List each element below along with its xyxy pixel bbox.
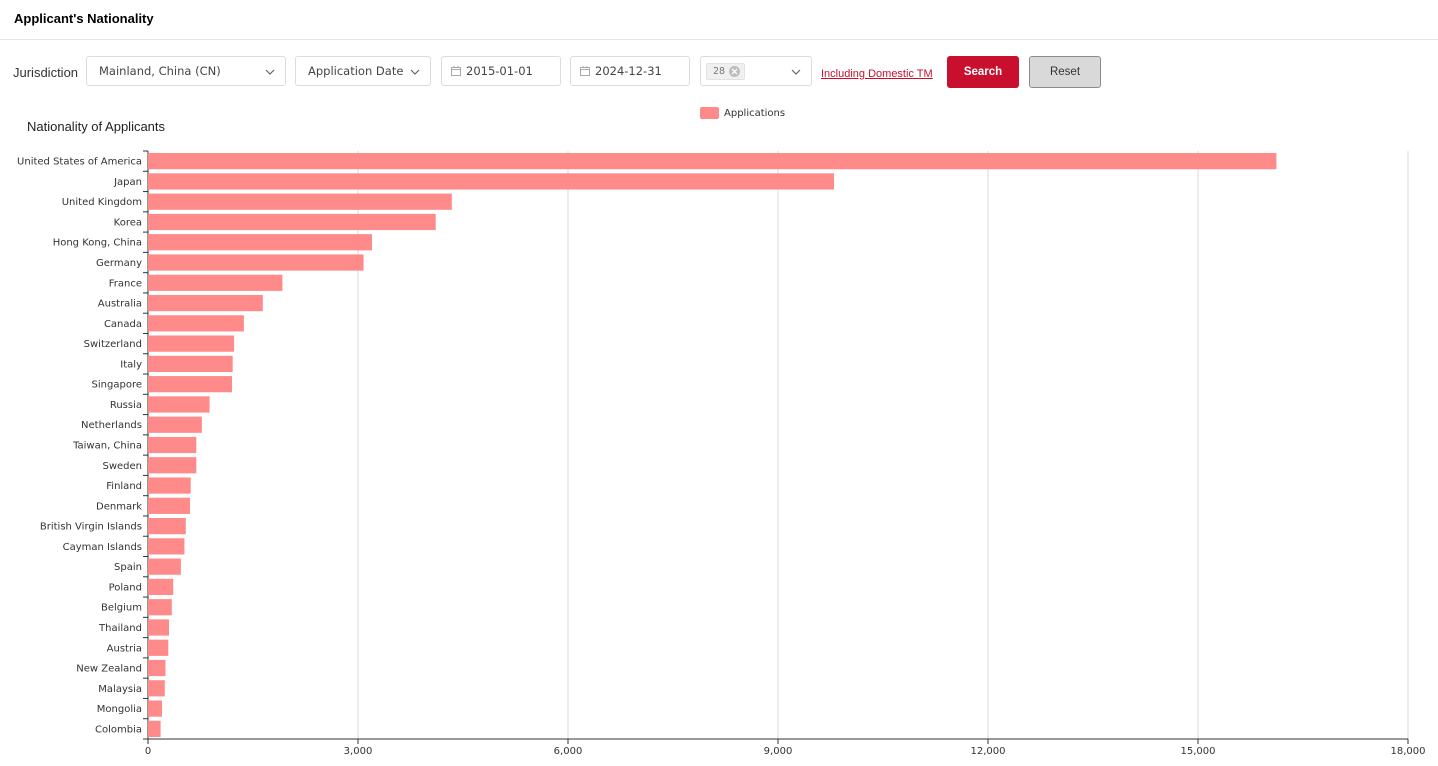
category-label: United States of America xyxy=(17,157,142,168)
bar xyxy=(148,619,169,636)
count-tag[interactable]: 28 xyxy=(706,62,746,80)
bar xyxy=(148,497,190,514)
category-label: Spain xyxy=(114,562,142,573)
search-button[interactable]: Search xyxy=(947,56,1019,88)
bar xyxy=(148,599,172,616)
date-type-select[interactable]: Application Date xyxy=(295,56,431,86)
count-select[interactable]: 28 xyxy=(700,56,812,86)
bar xyxy=(148,234,372,251)
category-label: Colombia xyxy=(95,724,142,735)
bar xyxy=(148,153,1277,170)
category-label: Mongolia xyxy=(97,704,142,715)
date-type-value: Application Date xyxy=(308,64,404,78)
chevron-down-icon xyxy=(791,69,801,75)
calendar-icon xyxy=(451,66,461,76)
category-label: France xyxy=(109,278,142,289)
category-label: Belgium xyxy=(101,603,142,614)
start-date-input[interactable]: 2015-01-01 xyxy=(441,56,561,86)
bar xyxy=(148,639,169,656)
x-tick-label: 18,000 xyxy=(1391,746,1426,757)
category-label: United Kingdom xyxy=(62,197,142,208)
bar xyxy=(148,720,161,737)
category-label: Finland xyxy=(106,481,142,492)
jurisdiction-value: Mainland, China (CN) xyxy=(99,64,221,78)
bar xyxy=(148,335,235,352)
category-label: Sweden xyxy=(102,461,142,472)
bar xyxy=(148,477,191,494)
including-domestic-link[interactable]: Including Domestic TM xyxy=(821,68,933,80)
bar xyxy=(148,355,233,373)
title-divider xyxy=(0,39,1438,40)
category-label: Switzerland xyxy=(84,339,142,350)
category-label: Australia xyxy=(98,299,142,310)
bar xyxy=(148,578,174,596)
page-title: Applicant's Nationality xyxy=(14,11,154,26)
start-date-value: 2015-01-01 xyxy=(466,64,533,78)
bar xyxy=(148,213,436,231)
category-label: Japan xyxy=(113,177,142,188)
jurisdiction-label: Jurisdiction xyxy=(13,65,79,80)
category-label: Poland xyxy=(109,582,142,593)
bar xyxy=(148,517,186,535)
x-tick-label: 12,000 xyxy=(971,746,1006,757)
bar xyxy=(148,700,162,717)
category-label: British Virgin Islands xyxy=(40,522,142,533)
category-label: Netherlands xyxy=(81,420,142,431)
category-label: Taiwan, China xyxy=(72,441,142,452)
category-label: Hong Kong, China xyxy=(53,238,142,249)
category-label: Singapore xyxy=(92,380,142,391)
bar xyxy=(148,274,283,291)
category-label: Cayman Islands xyxy=(63,542,142,553)
bar xyxy=(148,436,197,454)
category-label: New Zealand xyxy=(76,664,142,675)
chart-title: Nationality of Applicants xyxy=(27,119,166,134)
x-tick-label: 9,000 xyxy=(764,746,793,757)
category-label: Austria xyxy=(107,643,142,654)
close-icon[interactable] xyxy=(729,65,741,77)
bar xyxy=(148,457,197,474)
bar xyxy=(148,193,452,210)
end-date-input[interactable]: 2024-12-31 xyxy=(570,56,690,86)
legend-label: Applications xyxy=(724,108,785,119)
bar xyxy=(148,659,166,677)
category-label: Thailand xyxy=(98,623,142,634)
bar xyxy=(148,173,834,190)
legend-swatch xyxy=(700,107,719,119)
bar xyxy=(148,680,165,697)
category-label: Canada xyxy=(104,319,142,330)
category-label: Denmark xyxy=(96,501,142,512)
x-tick-label: 3,000 xyxy=(344,746,373,757)
bar xyxy=(148,376,232,393)
bar xyxy=(148,254,364,271)
bar xyxy=(148,294,263,312)
x-tick-label: 0 xyxy=(145,746,151,757)
count-tag-label: 28 xyxy=(713,65,726,77)
calendar-icon xyxy=(580,66,590,76)
category-label: Russia xyxy=(110,400,142,411)
bar xyxy=(148,396,210,413)
category-label: Germany xyxy=(96,258,142,269)
jurisdiction-select[interactable]: Mainland, China (CN) xyxy=(86,56,286,86)
category-label: Korea xyxy=(114,217,142,228)
bar xyxy=(148,416,202,433)
chevron-down-icon xyxy=(410,69,420,75)
bar xyxy=(148,315,244,332)
bar xyxy=(148,538,185,555)
reset-button[interactable]: Reset xyxy=(1029,56,1101,88)
bar xyxy=(148,558,181,575)
x-tick-label: 15,000 xyxy=(1181,746,1216,757)
category-label: Malaysia xyxy=(98,684,142,695)
category-label: Italy xyxy=(120,359,142,370)
x-tick-label: 6,000 xyxy=(554,746,583,757)
chevron-down-icon xyxy=(265,69,275,75)
end-date-value: 2024-12-31 xyxy=(595,64,662,78)
